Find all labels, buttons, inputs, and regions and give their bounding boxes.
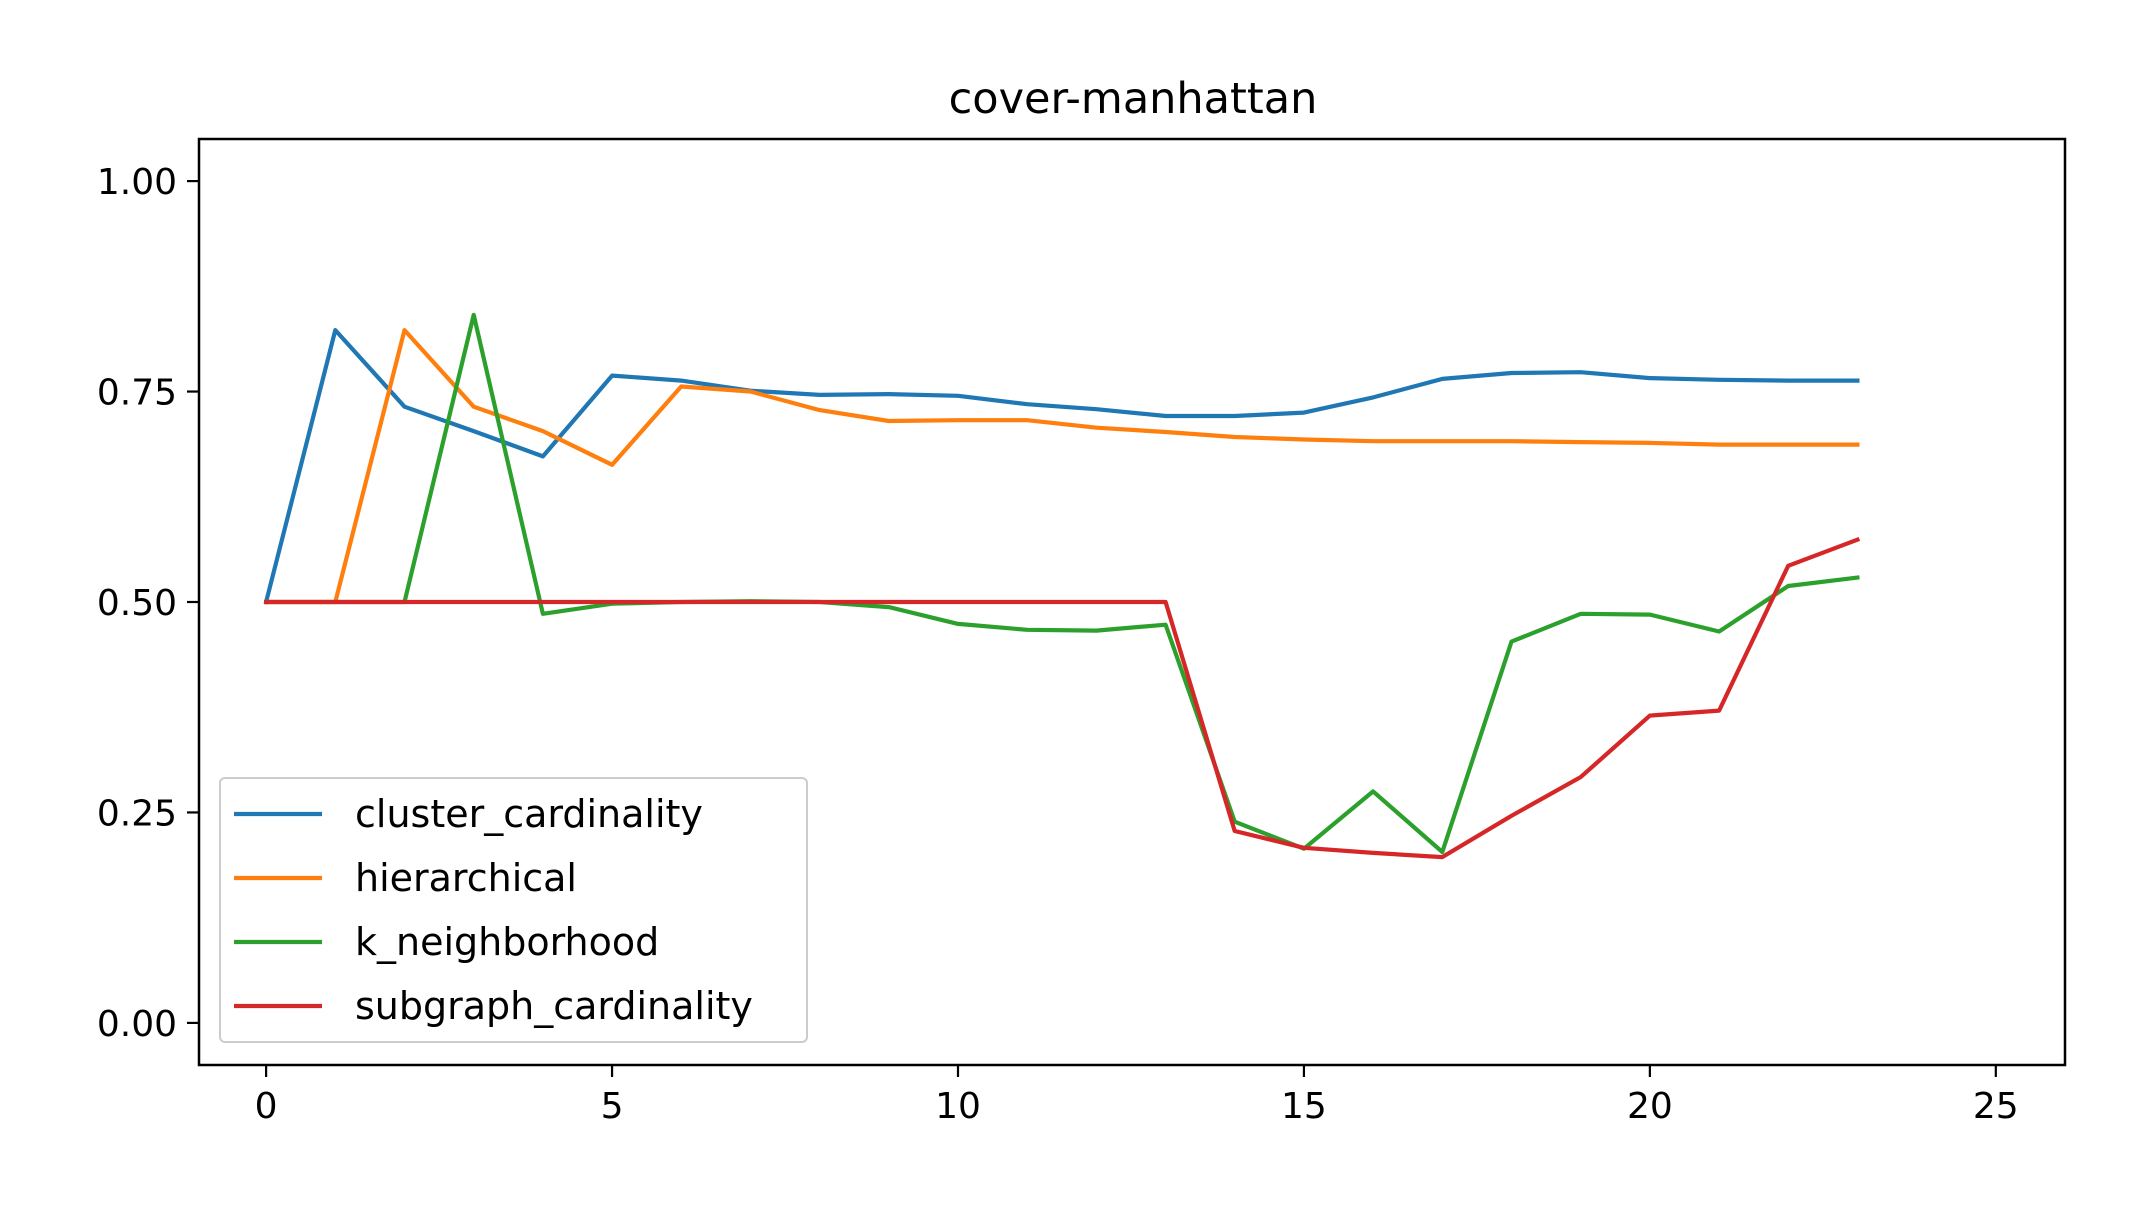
y-tick-label: 0.25	[97, 793, 177, 834]
series-line-hierarchical	[264, 328, 1860, 605]
y-tick-label: 0.50	[97, 583, 177, 624]
series-layer	[263, 312, 1861, 860]
x-tick-label: 15	[1281, 1086, 1327, 1127]
series-line-k-neighborhood	[264, 312, 1860, 855]
legend-box	[219, 777, 808, 1043]
legend-label: cluster_cardinality	[355, 792, 703, 836]
legend-label: subgraph_cardinality	[355, 984, 753, 1028]
x-tick-label: 0	[255, 1086, 278, 1127]
ticks-layer: 0 5 10 15 20 25 0.00 0.25 0.50 0.75 1.00	[97, 162, 2019, 1127]
x-tick-label: 20	[1627, 1086, 1673, 1127]
plot-frame	[197, 137, 2067, 1067]
legend: cluster_cardinality hierarchical k_neighbo…	[219, 777, 808, 1043]
series-line-cluster-cardinality	[263, 328, 1860, 605]
series-line-subgraph-cardinality	[264, 536, 1861, 860]
y-tick-label: 0.00	[97, 1004, 177, 1045]
y-tick-label: 0.75	[97, 373, 177, 414]
legend-label: hierarchical	[355, 856, 577, 900]
x-tick-label: 5	[601, 1086, 624, 1127]
legend-label: k_neighborhood	[355, 920, 659, 964]
chart-title: cover-manhattan	[949, 74, 1318, 124]
x-tick-label: 10	[935, 1086, 981, 1127]
x-tick-label: 25	[1973, 1086, 2019, 1127]
y-tick-label: 1.00	[97, 162, 177, 203]
